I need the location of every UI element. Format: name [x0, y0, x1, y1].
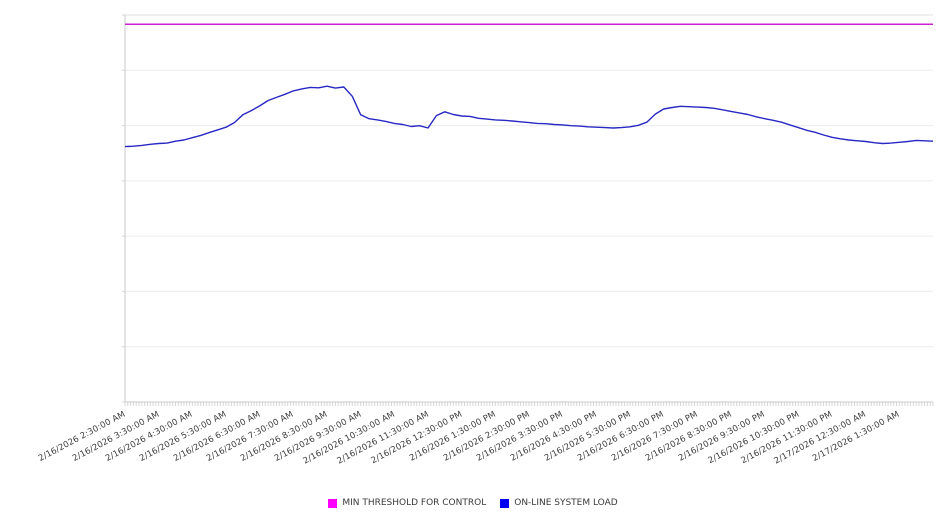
chart-legend: MIN THRESHOLD FOR CONTROL ON-LINE SYSTEM… — [0, 498, 946, 508]
system-load-line — [124, 85, 934, 148]
legend-item-min-threshold: MIN THRESHOLD FOR CONTROL — [328, 498, 486, 508]
legend-swatch-load — [500, 498, 510, 508]
legend-swatch-threshold — [328, 498, 338, 508]
legend-label-load: ON-LINE SYSTEM LOAD — [514, 498, 618, 508]
legend-item-system-load: ON-LINE SYSTEM LOAD — [500, 498, 618, 508]
legend-label-threshold: MIN THRESHOLD FOR CONTROL — [342, 498, 487, 508]
